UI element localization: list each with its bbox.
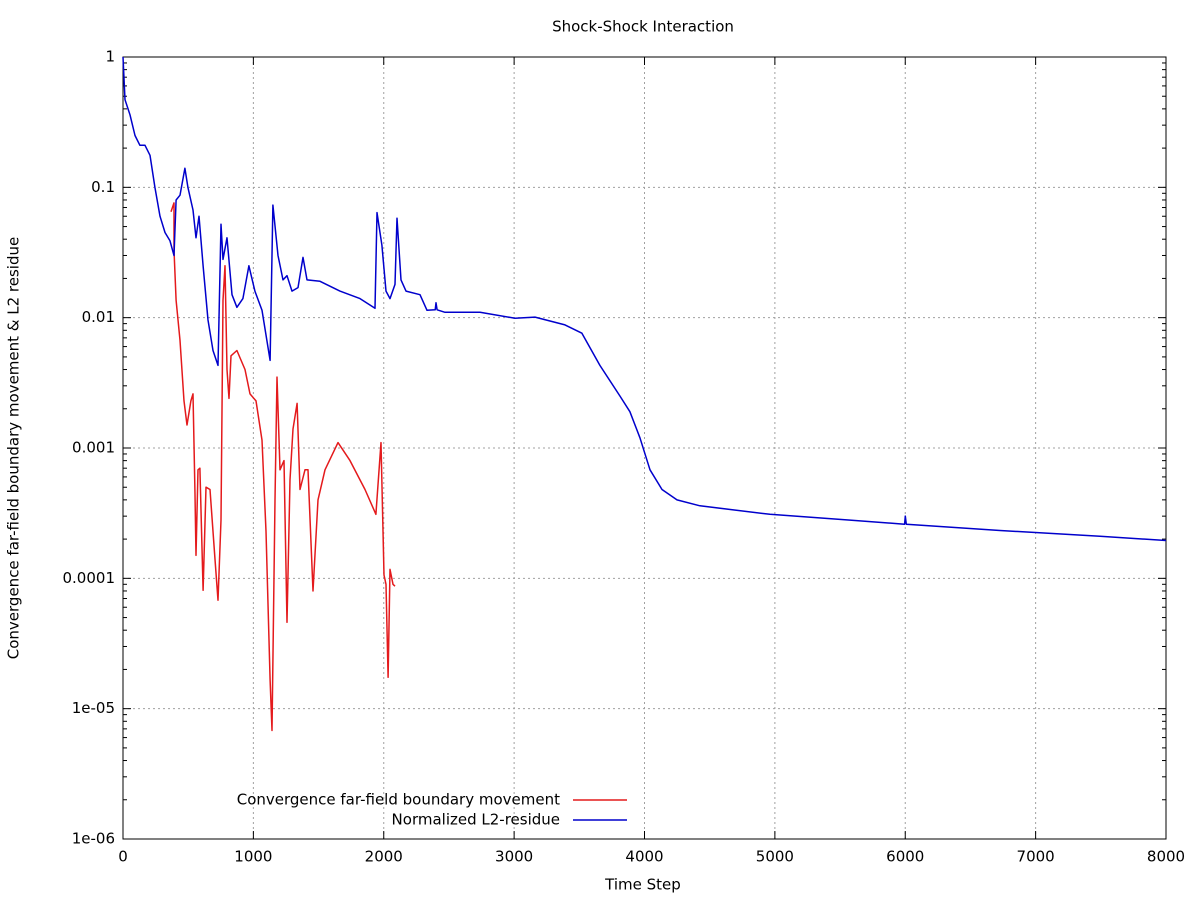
plot-border xyxy=(122,56,1167,840)
y-tick-label: 0.0001 xyxy=(63,569,116,587)
y-axis-label: Convergence far-field boundary movement … xyxy=(5,237,23,659)
data-line xyxy=(122,56,1167,542)
legend-label: Normalized L2-residue xyxy=(392,811,560,829)
chart-title: Shock-Shock Interaction xyxy=(552,18,734,36)
x-tick-label: 6000 xyxy=(886,848,924,866)
y-tick-label: 1e-06 xyxy=(72,830,115,848)
x-tick-label: 8000 xyxy=(1147,848,1185,866)
x-tick-label: 5000 xyxy=(756,848,794,866)
data-line xyxy=(170,202,396,732)
x-tick-label: 0 xyxy=(118,848,128,866)
y-tick-label: 0.1 xyxy=(91,178,115,196)
y-tick-label: 1 xyxy=(105,48,115,66)
y-tick-label: 0.01 xyxy=(82,308,115,326)
x-tick-label: 1000 xyxy=(234,848,272,866)
x-tick-label: 4000 xyxy=(625,848,663,866)
legend-label: Convergence far-field boundary movement xyxy=(237,791,560,809)
x-tick-label: 2000 xyxy=(365,848,403,866)
x-tick-label: 3000 xyxy=(495,848,533,866)
x-axis-label: Time Step xyxy=(604,876,681,894)
y-tick-label: 0.001 xyxy=(72,439,115,457)
x-tick-label: 7000 xyxy=(1017,848,1055,866)
y-tick-label: 1e-05 xyxy=(72,699,115,717)
